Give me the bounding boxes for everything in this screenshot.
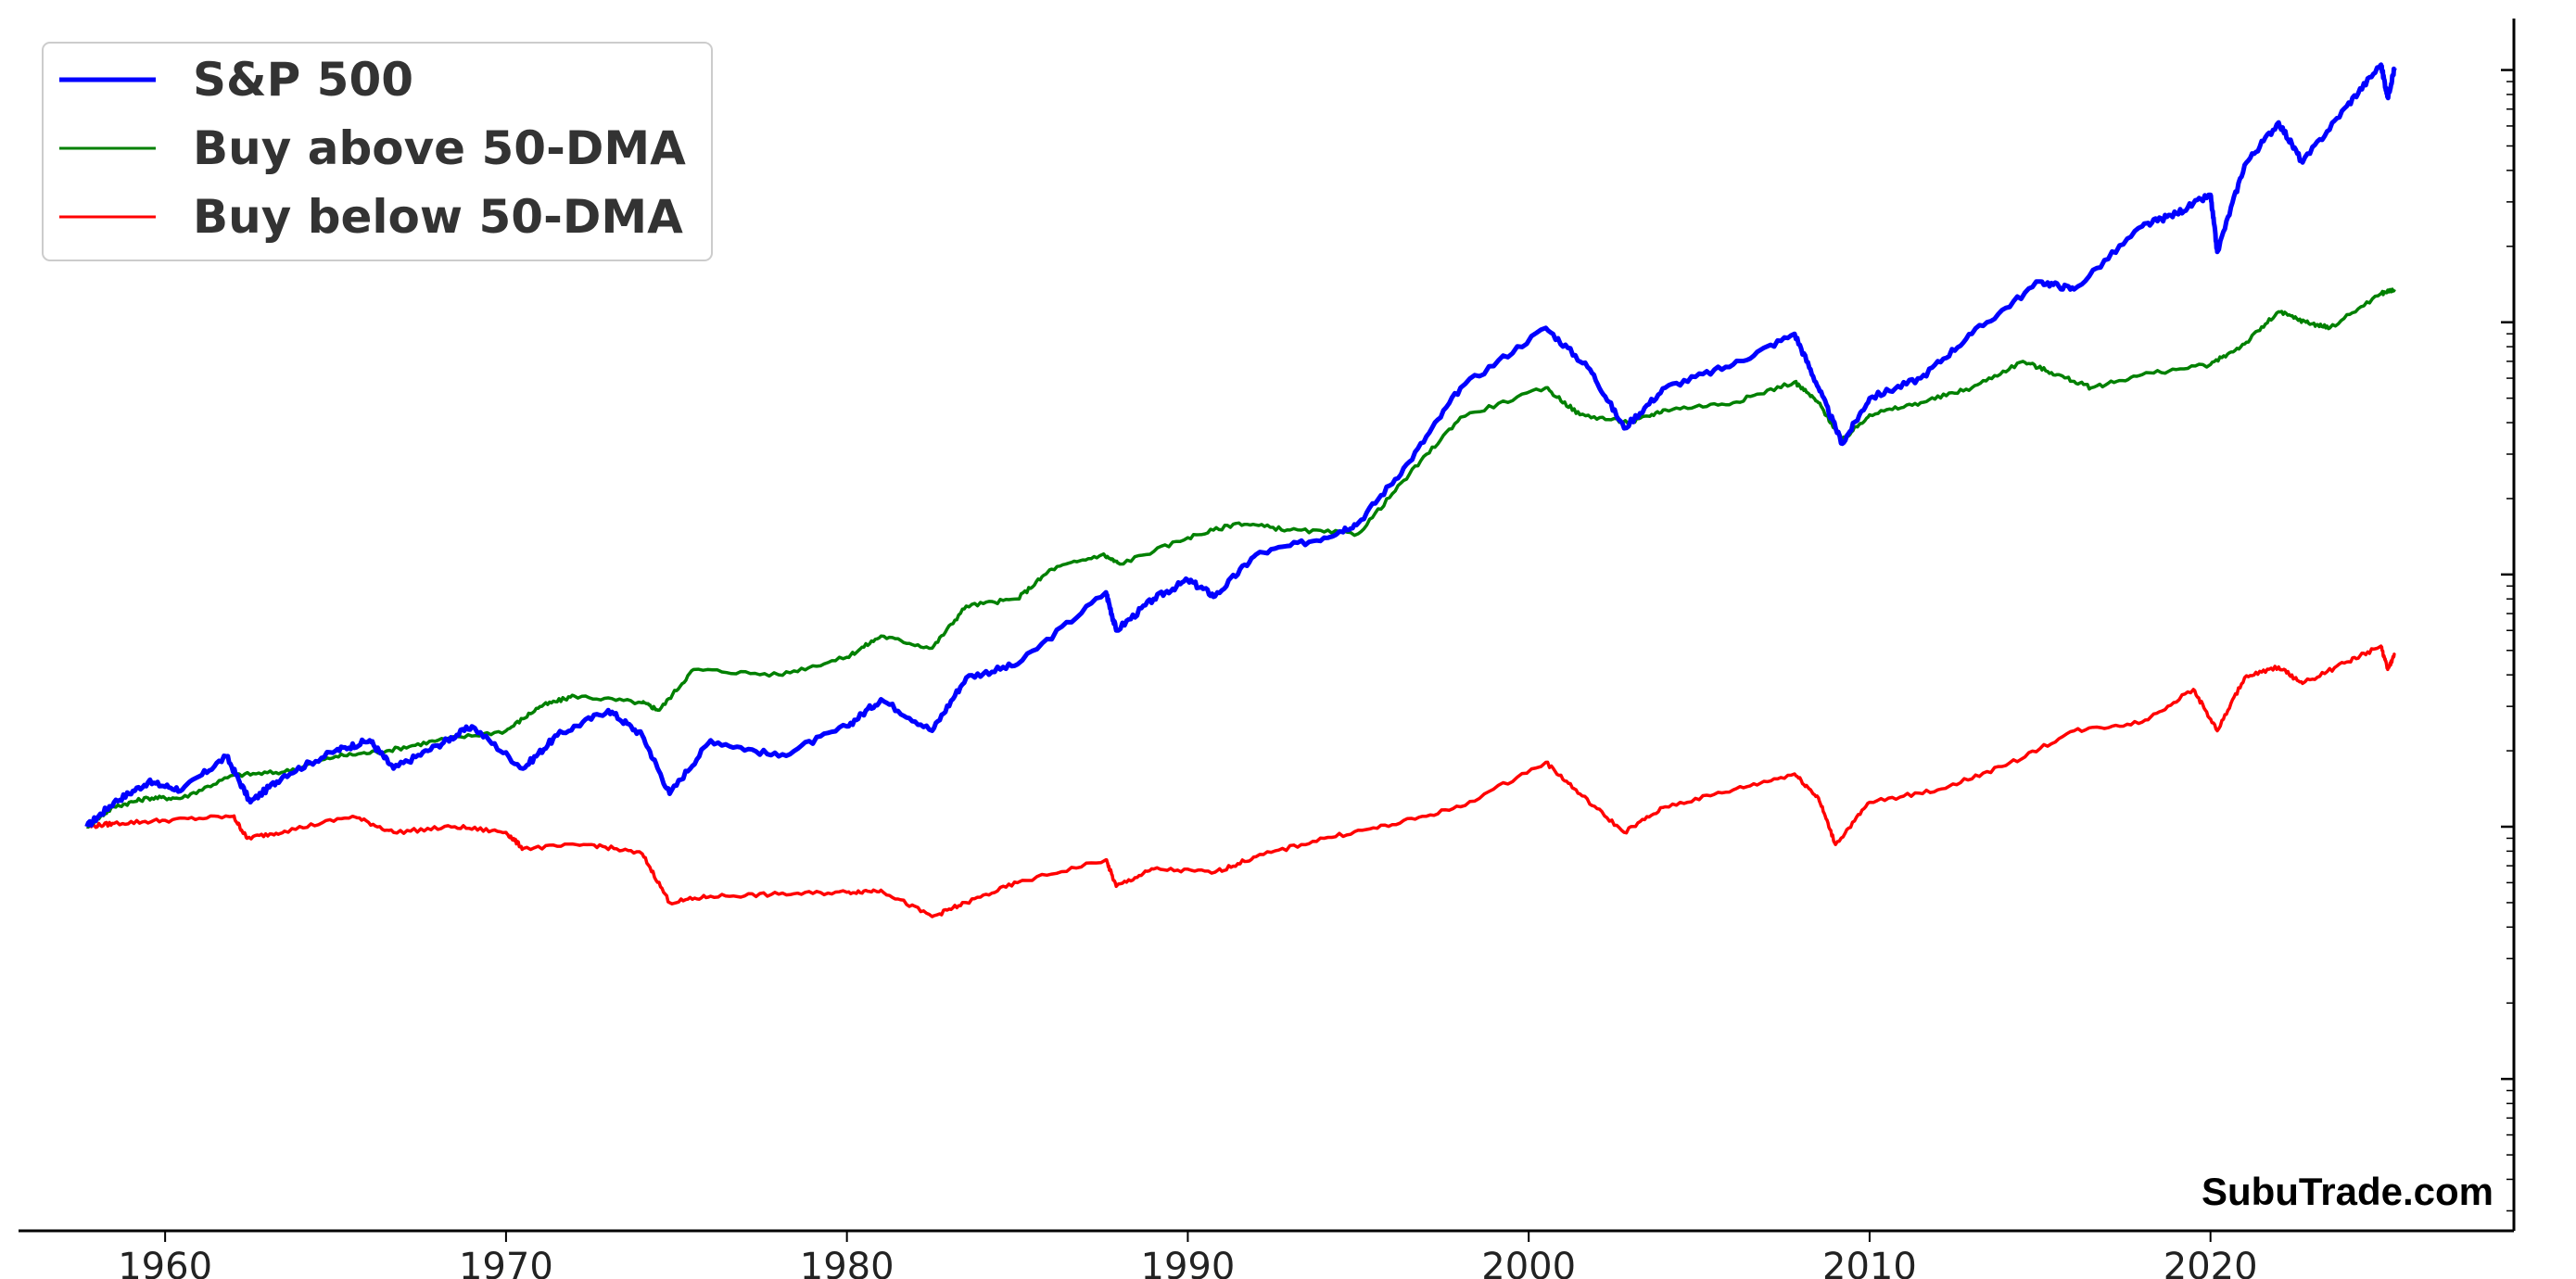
legend-label-sp500: S&P 500 [193, 53, 413, 107]
series-line-1 [86, 287, 2396, 829]
legend-box [42, 42, 713, 261]
legend-label-buy-below: Buy below 50-DMA [193, 190, 683, 244]
axes [19, 19, 2516, 1233]
legend-label-buy-above: Buy above 50-DMA [193, 121, 686, 175]
series-line-2 [86, 644, 2396, 918]
y-axis-ticks [2501, 69, 2514, 1212]
x-tick-label: 2010 [1822, 1246, 1917, 1279]
x-tick-label: 2000 [1481, 1246, 1576, 1279]
x-tick-label: 2020 [2164, 1246, 2258, 1279]
x-tick-label: 1960 [118, 1246, 212, 1279]
series-line-0 [84, 62, 2397, 828]
x-tick-label: 1990 [1141, 1246, 1236, 1279]
x-axis-ticks: 1960 1970 1980 1990 2000 2010 2020 [118, 1231, 2258, 1279]
x-tick-label: 1980 [800, 1246, 895, 1279]
plot-series [84, 62, 2397, 918]
x-tick-label: 1970 [459, 1246, 553, 1279]
legend: S&P 500 Buy above 50-DMA Buy below 50-DM… [42, 42, 713, 261]
watermark: SubuTrade.com [2202, 1170, 2494, 1213]
